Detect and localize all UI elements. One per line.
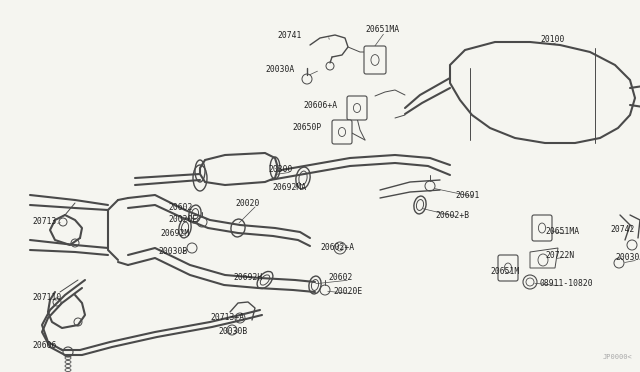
Text: 20722N: 20722N (545, 250, 574, 260)
Text: 20691: 20691 (455, 190, 479, 199)
Polygon shape (450, 42, 635, 143)
Text: 20100: 20100 (540, 35, 564, 45)
Text: 20713+A: 20713+A (210, 314, 244, 323)
Polygon shape (200, 153, 278, 185)
FancyBboxPatch shape (498, 255, 518, 281)
Text: 20713: 20713 (32, 218, 56, 227)
FancyBboxPatch shape (332, 120, 352, 144)
Text: 20602+B: 20602+B (435, 211, 469, 219)
FancyBboxPatch shape (532, 215, 552, 241)
Text: 20692H: 20692H (233, 273, 262, 282)
Text: 20650P: 20650P (292, 122, 322, 131)
Text: 20030B: 20030B (218, 327, 247, 337)
Text: 20030A: 20030A (266, 65, 295, 74)
Text: 20741: 20741 (278, 31, 302, 39)
Polygon shape (530, 248, 558, 268)
Text: 20692M: 20692M (160, 228, 189, 237)
Text: 207110: 207110 (32, 294, 61, 302)
Text: 20692MA: 20692MA (272, 183, 306, 192)
Text: 20602: 20602 (328, 273, 353, 282)
Text: 20651M: 20651M (490, 267, 519, 276)
Text: 20030A: 20030A (615, 253, 640, 263)
Text: 20602: 20602 (168, 203, 193, 212)
Text: 20651MA: 20651MA (545, 228, 579, 237)
Text: JP0000<: JP0000< (602, 354, 632, 360)
Text: 20020E: 20020E (333, 288, 362, 296)
Text: 20602+A: 20602+A (320, 244, 354, 253)
Text: 20606: 20606 (32, 340, 56, 350)
FancyBboxPatch shape (364, 46, 386, 74)
FancyBboxPatch shape (347, 96, 367, 120)
Text: 20030B: 20030B (158, 247, 188, 257)
Text: 20742: 20742 (610, 225, 634, 234)
Text: 20300: 20300 (268, 166, 292, 174)
Text: 20020: 20020 (235, 199, 259, 208)
Text: 08911-10820: 08911-10820 (540, 279, 594, 289)
Text: 20020E: 20020E (168, 215, 197, 224)
Text: 20606+A: 20606+A (304, 100, 338, 109)
Text: 20651MA: 20651MA (365, 26, 399, 35)
